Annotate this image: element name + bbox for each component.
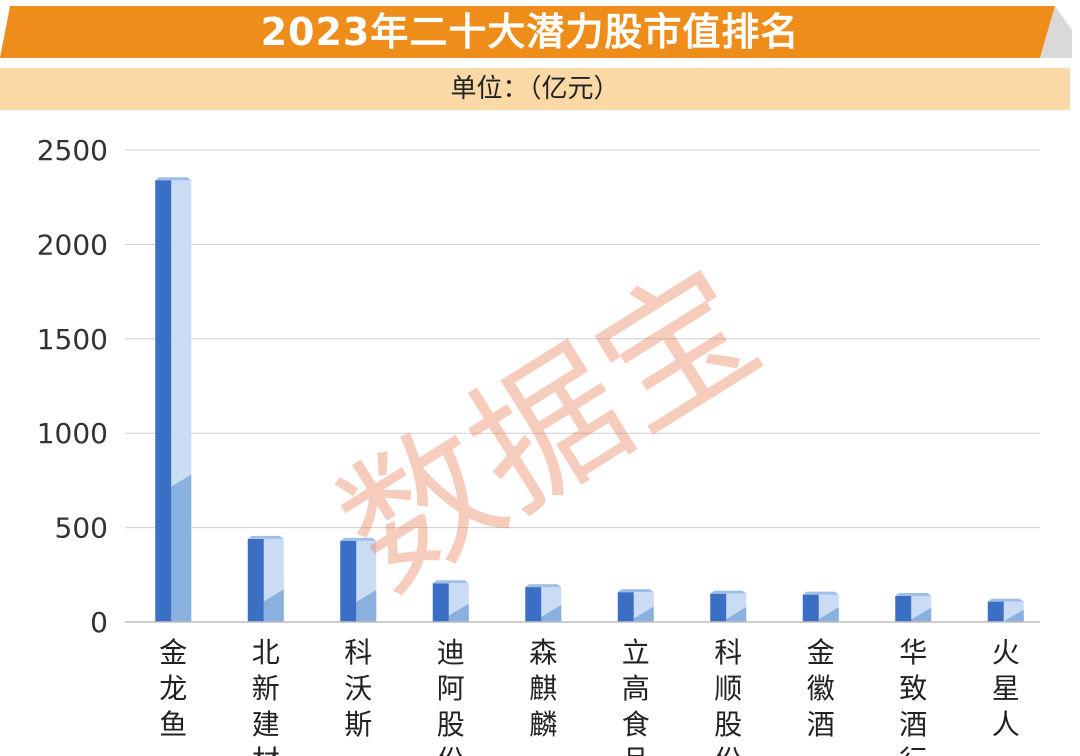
y-tick-label: 2500	[37, 134, 108, 167]
x-tick-label: 酒	[899, 708, 927, 741]
x-tick-label: 斯	[344, 708, 372, 741]
bar-top	[155, 177, 192, 181]
x-tick-label: 龙	[159, 672, 187, 705]
title-band	[0, 6, 1072, 58]
bar	[710, 593, 727, 622]
x-tick-label: 迪	[437, 636, 465, 669]
title-band-fold	[1040, 6, 1072, 58]
x-tick-label: 建	[252, 708, 280, 741]
x-tick-label: 科	[344, 636, 372, 669]
y-tick-label: 2000	[37, 228, 108, 261]
bar-side-shade	[911, 607, 932, 622]
x-tick-label: 股	[714, 708, 742, 741]
x-tick-label: 金	[807, 636, 835, 669]
bar	[155, 180, 172, 622]
bar-top	[432, 580, 469, 584]
bar-side-shade	[541, 604, 562, 622]
bar-side-shade	[818, 607, 839, 622]
x-tick-label: 森	[529, 636, 557, 669]
x-tick-label: 品	[622, 744, 650, 756]
y-tick-label: 500	[55, 512, 108, 545]
x-tick-label: 股	[437, 708, 465, 741]
y-tick-label: 1000	[37, 417, 108, 450]
y-tick-label: 0	[90, 606, 108, 639]
x-tick-label: 份	[714, 744, 742, 756]
x-tick-label: 材	[252, 744, 280, 756]
bar-side-shade	[263, 589, 284, 622]
x-tick-label: 立	[622, 636, 650, 669]
bar-side-shade	[726, 606, 747, 622]
bar-top	[802, 591, 839, 595]
bar-top	[895, 592, 932, 596]
bar	[340, 540, 357, 622]
chart-title: 2023年二十大潜力股市值排名	[260, 10, 800, 54]
x-tick-label: 星	[992, 672, 1020, 705]
title-band-main	[0, 6, 1055, 58]
bar	[525, 587, 542, 622]
bar-side-shade	[356, 590, 377, 622]
x-tick-label: 麒	[529, 672, 557, 705]
x-tick-label: 阿	[437, 672, 465, 705]
bar	[247, 538, 264, 622]
x-tick-label: 高	[622, 672, 650, 705]
bar-side-shade	[1003, 609, 1024, 622]
x-tick-label: 顺	[714, 672, 742, 705]
x-tick-label: 鱼	[159, 708, 187, 741]
x-tick-label: 金	[159, 636, 187, 669]
bar	[802, 594, 819, 622]
bar-side-shade	[633, 606, 654, 622]
x-tick-label: 北	[252, 636, 280, 669]
x-tick-label: 酒	[807, 708, 835, 741]
bar-side-shade	[448, 603, 469, 622]
y-tick-label: 1500	[37, 323, 108, 356]
x-tick-label: 人	[992, 708, 1020, 741]
x-tick-label: 沃	[344, 672, 372, 705]
bar	[432, 583, 449, 622]
x-tick-label: 份	[437, 744, 465, 756]
x-tick-label: 食	[622, 708, 650, 741]
x-tick-label: 新	[252, 672, 280, 705]
x-tick-label: 麟	[529, 708, 557, 741]
x-tick-label: 火	[992, 636, 1020, 669]
x-tick-label: 行	[899, 744, 927, 756]
bar	[617, 592, 634, 622]
bar-top	[247, 535, 284, 539]
bar-side-shade	[171, 474, 192, 622]
x-tick-label: 徽	[807, 672, 835, 705]
bar	[895, 595, 912, 622]
x-tick-label: 致	[899, 672, 927, 705]
bar	[987, 601, 1004, 622]
x-tick-label: 华	[899, 636, 927, 669]
unit-label: 单位：（亿元）	[0, 68, 1070, 110]
bar-chart: 05001000150020002500金龙鱼北新建材科沃斯迪阿股份森麒麟立高食…	[37, 134, 1040, 756]
bar-top	[340, 537, 377, 541]
bar-top	[617, 589, 654, 593]
bar-top	[525, 584, 562, 588]
x-tick-label: 科	[714, 636, 742, 669]
bar-top	[987, 598, 1024, 602]
bar-top	[710, 590, 747, 594]
